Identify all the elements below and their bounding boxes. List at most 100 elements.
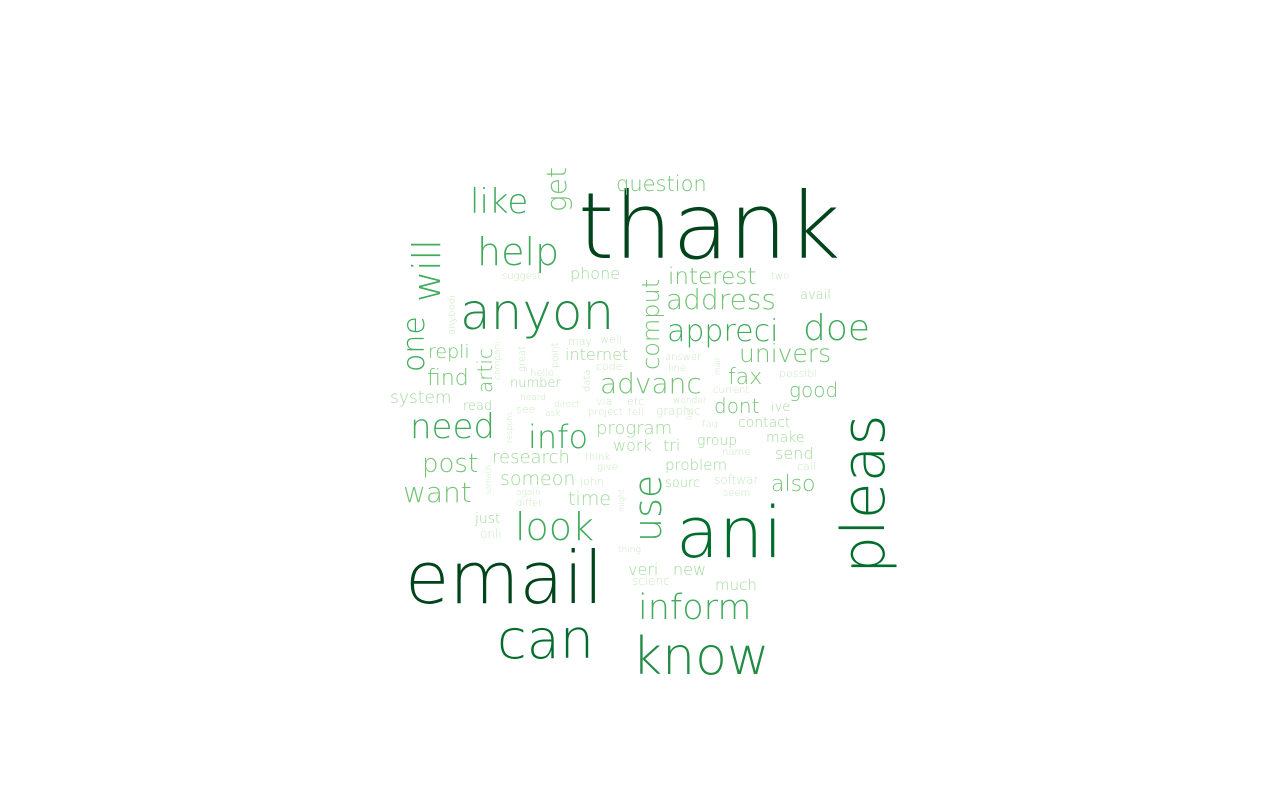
- word-possibl: possibl: [779, 367, 817, 380]
- word-current: current: [713, 385, 749, 396]
- word-work: work: [613, 436, 652, 455]
- word-well: well: [600, 333, 622, 346]
- word-name: name: [722, 447, 750, 458]
- word-wonder: wonder: [673, 396, 707, 406]
- word-doe: doe: [803, 308, 870, 349]
- word-comput: comput: [637, 279, 665, 370]
- word-use: use: [626, 475, 670, 542]
- word-veri: veri: [628, 560, 658, 579]
- word-via: via: [596, 395, 612, 408]
- word-send: send: [775, 444, 813, 463]
- word-need: need: [410, 407, 495, 447]
- word-pleas: pleas: [829, 414, 899, 574]
- word-read: read: [463, 399, 492, 414]
- word-inform: inform: [638, 588, 752, 628]
- word-address: address: [666, 283, 776, 316]
- word-someth: someth: [484, 465, 493, 495]
- word-repli: repli: [428, 341, 470, 363]
- word-phone: phone: [570, 264, 620, 283]
- word-know: know: [632, 627, 769, 687]
- word-artic: artic: [473, 348, 497, 393]
- word-just: just: [474, 511, 501, 527]
- word-much: much: [715, 576, 757, 594]
- word-question: question: [616, 172, 707, 196]
- word-project: project: [588, 407, 623, 418]
- word-call: call: [797, 460, 816, 473]
- word-may: may: [568, 335, 592, 348]
- word-number: number: [510, 376, 561, 391]
- word-graphic: graphic: [656, 404, 701, 418]
- word-see: see: [516, 403, 535, 416]
- word-appreci: appreci: [667, 314, 778, 349]
- word-compani: compani: [493, 341, 503, 380]
- word-scienc: scienc: [632, 574, 670, 588]
- word-data: data: [582, 369, 593, 392]
- word-great: great: [517, 346, 528, 372]
- word-help: help: [477, 230, 559, 274]
- word-onli: onli: [480, 527, 502, 541]
- word-softwar: softwar: [714, 473, 758, 487]
- word-dont: dont: [714, 394, 759, 418]
- word-fax: fax: [728, 365, 762, 390]
- word-post: post: [422, 449, 478, 479]
- word-interest: interest: [668, 264, 756, 290]
- word-again: again: [516, 488, 541, 498]
- word-time: time: [568, 488, 611, 510]
- word-sourc: sourc: [665, 476, 700, 491]
- word-can: can: [497, 608, 594, 671]
- word-thing: thing: [618, 545, 641, 555]
- word-ive: ive: [771, 400, 790, 415]
- word-info: info: [528, 418, 588, 456]
- word-program: program: [596, 418, 672, 439]
- word-new: new: [673, 560, 706, 579]
- word-someon: someon: [500, 468, 575, 490]
- word-seem: seem: [723, 488, 750, 499]
- word-faq: faq: [702, 419, 718, 430]
- word-will: will: [405, 239, 449, 302]
- word-univers: univers: [739, 339, 831, 368]
- word-tri: tri: [663, 436, 680, 455]
- word-john: john: [579, 475, 604, 488]
- word-might: might: [617, 489, 626, 512]
- word-thank: thank: [578, 173, 840, 280]
- word-ask: ask: [545, 409, 560, 419]
- word-research: research: [492, 447, 570, 468]
- word-avail: avail: [800, 288, 831, 303]
- word-think: think: [585, 452, 610, 463]
- word-heard: heard: [520, 393, 546, 403]
- word-email: email: [405, 536, 604, 620]
- word-hello: hello: [530, 368, 554, 379]
- word-like: like: [470, 182, 528, 222]
- word-problem: problem: [665, 456, 727, 474]
- word-differ: differ: [516, 498, 543, 509]
- word-direct: direct: [554, 400, 580, 410]
- word-respons: respons: [505, 412, 514, 443]
- word-internet: internet: [565, 345, 628, 364]
- word-two: two: [771, 271, 789, 282]
- word-give: give: [597, 462, 618, 473]
- word-etc: etc: [627, 395, 644, 408]
- word-make: make: [766, 430, 804, 446]
- word-good: good: [789, 378, 838, 402]
- word-list: list: [685, 408, 694, 420]
- word-want: want: [403, 476, 472, 509]
- word-point: point: [550, 342, 561, 368]
- word-ani: ani: [676, 492, 783, 574]
- word-advanc: advanc: [600, 367, 702, 400]
- word-mail: mail: [713, 358, 722, 375]
- word-group: group: [697, 433, 737, 449]
- word-code: code: [596, 360, 623, 373]
- word-one: one: [397, 316, 432, 372]
- word-anyon: anyon: [460, 283, 614, 341]
- word-suggest: suggest: [502, 271, 541, 282]
- word-find: find: [427, 366, 469, 391]
- word-line: line: [668, 363, 686, 374]
- word-get: get: [540, 167, 573, 212]
- word-answer: answer: [665, 352, 702, 363]
- word-anybodi: anybodi: [447, 295, 458, 335]
- word-tell: tell: [628, 407, 644, 418]
- word-system: system: [390, 388, 451, 408]
- word-also: also: [771, 472, 816, 497]
- word-look: look: [515, 505, 594, 549]
